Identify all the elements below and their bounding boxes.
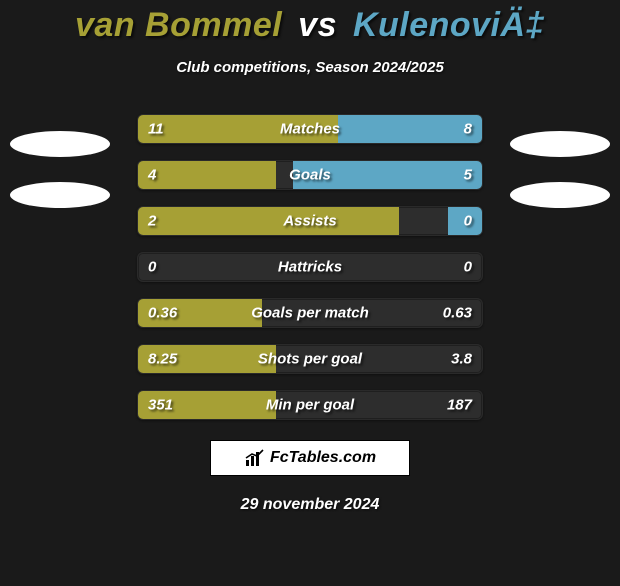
- branding-text: FcTables.com: [270, 449, 376, 467]
- stat-value-right: 5: [464, 167, 472, 184]
- stat-value-right: 3.8: [451, 351, 472, 368]
- date-text: 29 november 2024: [0, 496, 620, 514]
- stats-container: 11 Matches 8 4 Goals 5 2 Assists 0 0 Hattricks 0 0.3…: [137, 114, 483, 420]
- stat-row: 4 Goals 5: [137, 160, 483, 190]
- bar-right: [338, 115, 482, 143]
- decor-ellipse-right: [510, 182, 610, 208]
- stat-value-left: 0: [148, 259, 156, 276]
- title-player2: KulenoviÄ‡: [353, 6, 545, 44]
- stat-label: Shots per goal: [258, 351, 362, 368]
- stat-value-right: 187: [447, 397, 472, 414]
- title-player1: van Bommel: [75, 6, 282, 44]
- stat-value-left: 351: [148, 397, 173, 414]
- stat-row: 8.25 Shots per goal 3.8: [137, 344, 483, 374]
- stat-value-left: 8.25: [148, 351, 177, 368]
- stat-value-left: 2: [148, 213, 156, 230]
- decor-ellipse-left: [10, 131, 110, 157]
- stat-label: Goals per match: [251, 305, 369, 322]
- stat-label: Assists: [283, 213, 336, 230]
- page-title: van Bommel vs KulenoviÄ‡: [0, 6, 620, 45]
- stat-label: Hattricks: [278, 259, 342, 276]
- bar-left: [138, 207, 399, 235]
- stat-row: 351 Min per goal 187: [137, 390, 483, 420]
- stat-value-right: 0: [464, 259, 472, 276]
- stat-row: 0 Hattricks 0: [137, 252, 483, 282]
- stat-label: Min per goal: [266, 397, 354, 414]
- title-vs: vs: [298, 6, 337, 44]
- stat-value-left: 0.36: [148, 305, 177, 322]
- subtitle: Club competitions, Season 2024/2025: [0, 59, 620, 76]
- stat-row: 2 Assists 0: [137, 206, 483, 236]
- stat-value-right: 0.63: [443, 305, 472, 322]
- bar-left: [138, 161, 276, 189]
- chart-icon: [244, 448, 266, 468]
- stat-value-left: 4: [148, 167, 156, 184]
- decor-ellipse-right: [510, 131, 610, 157]
- stat-row: 11 Matches 8: [137, 114, 483, 144]
- stat-value-right: 0: [464, 213, 472, 230]
- stat-row: 0.36 Goals per match 0.63: [137, 298, 483, 328]
- stat-label: Matches: [280, 121, 340, 138]
- stat-label: Goals: [289, 167, 331, 184]
- stat-value-left: 11: [148, 121, 164, 138]
- branding-badge: FcTables.com: [210, 440, 410, 476]
- stat-value-right: 8: [464, 121, 472, 138]
- decor-ellipse-left: [10, 182, 110, 208]
